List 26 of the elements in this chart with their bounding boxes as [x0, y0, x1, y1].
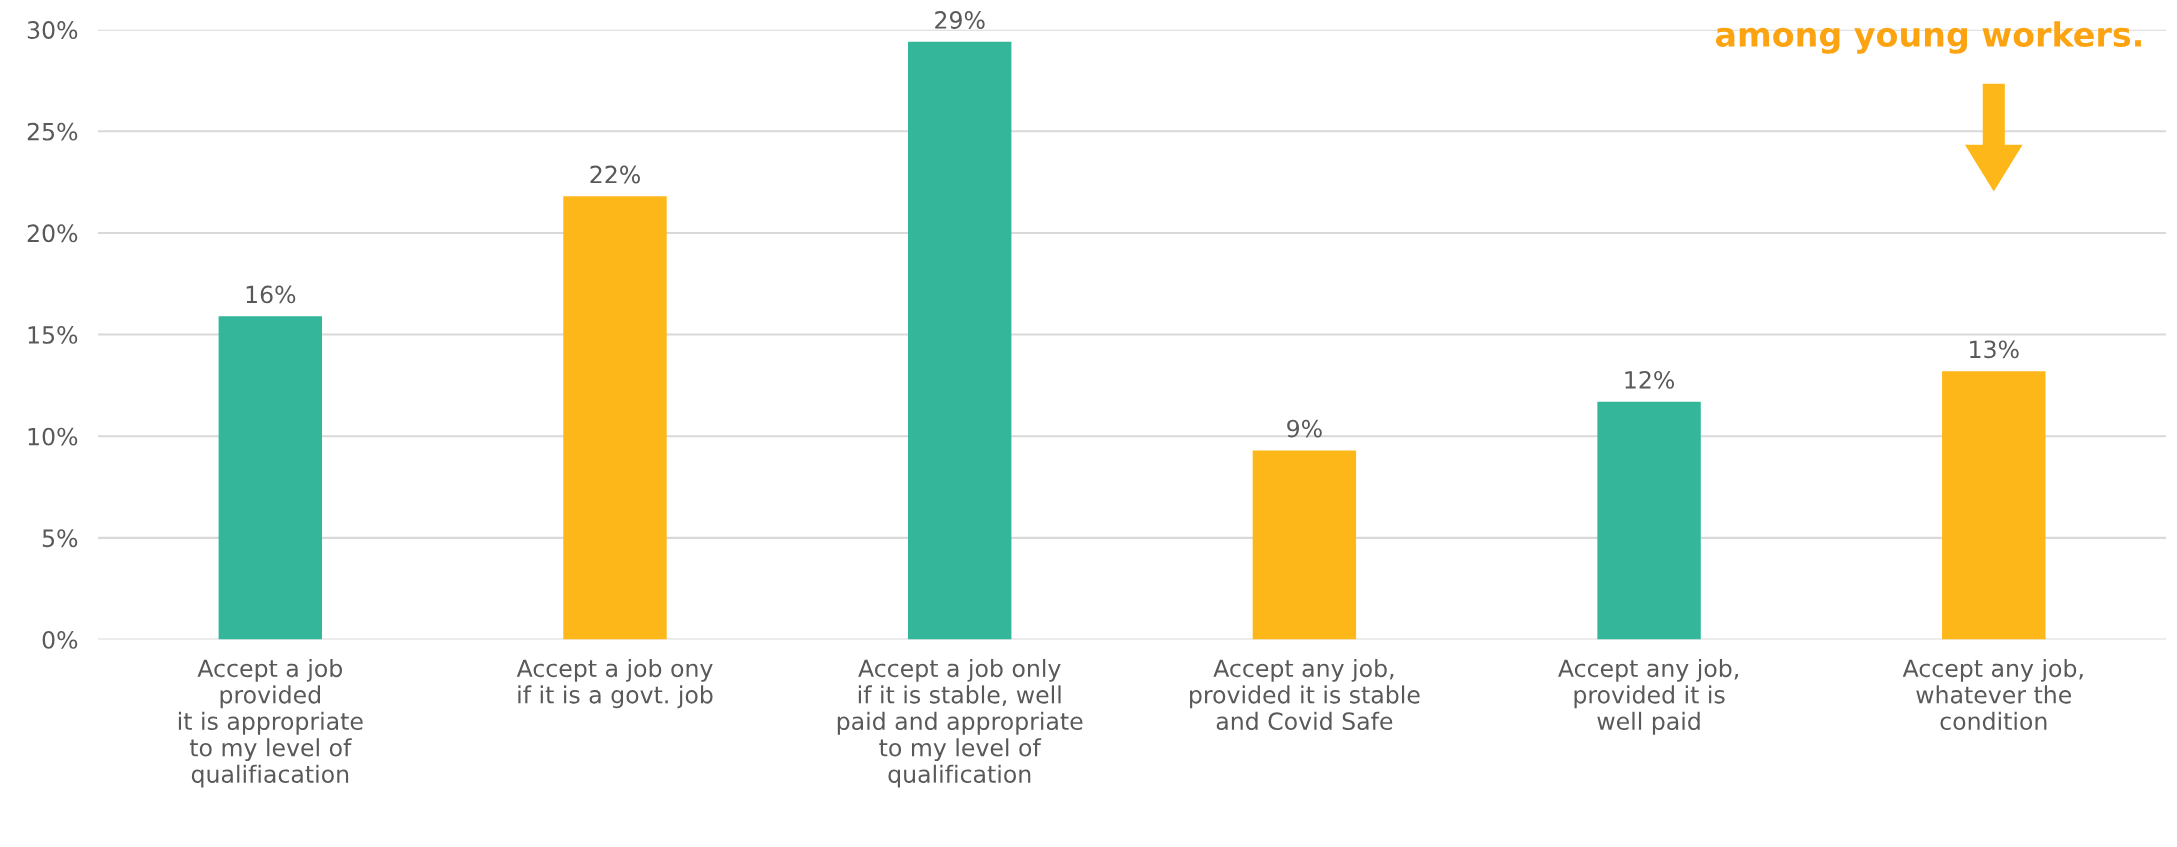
bar — [218, 316, 323, 640]
x-tick-label: Accept any job, whatever the condition — [1902, 658, 2083, 731]
y-tick-label: 30% — [27, 21, 78, 39]
y-tick-label: 15% — [28, 326, 78, 344]
y-tick-label: 5% — [42, 529, 78, 548]
data-label: 29% — [935, 11, 985, 29]
data-label: 22% — [590, 165, 640, 184]
annotation: among young workers. — [1715, 21, 2141, 54]
x-tick-label: Accept a job only if it is stable, well paid and appropriate to my level of qualification — [837, 658, 1083, 788]
x-tick-label: Accept a job ony if it is a govt. job — [516, 658, 713, 709]
bar — [907, 41, 1012, 640]
data-label: 12% — [1625, 370, 1675, 389]
y-tick-label: 10% — [28, 427, 78, 446]
bar — [1252, 450, 1357, 640]
data-label: 13% — [1970, 340, 2019, 359]
y-tick-label: 25% — [27, 122, 78, 141]
bar — [1597, 401, 1701, 640]
y-tick-label: 0% — [42, 630, 78, 649]
bar — [563, 196, 667, 640]
x-tick-label: Accept a job provided it is appropriate to my level of qualifiacation — [178, 658, 363, 788]
bar — [1942, 371, 2046, 640]
x-tick-label: Accept any job, provided it is well paid — [1558, 658, 1738, 735]
x-tick-label: Accept any job, provided it is stable and Covid Safe — [1190, 658, 1420, 731]
y-tick-label: 20% — [27, 224, 78, 243]
data-label: 9% — [1287, 419, 1322, 438]
data-label: 16% — [246, 285, 296, 304]
